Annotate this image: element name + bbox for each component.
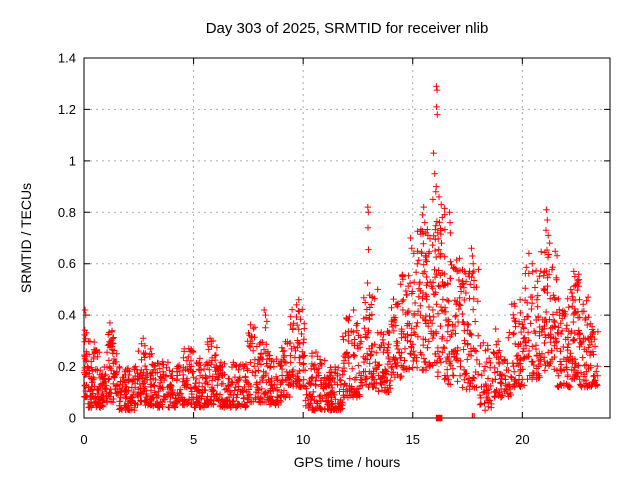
- y-tick-label: 1: [69, 153, 76, 168]
- y-tick-label: 0.8: [58, 205, 76, 220]
- y-axis-label: SRMTID / TECUs: [18, 183, 34, 293]
- x-tick-label: 15: [406, 432, 420, 447]
- chart-title: Day 303 of 2025, SRMTID for receiver nli…: [206, 20, 489, 37]
- plot-frame: [83, 57, 611, 419]
- y-tick-label: 0.4: [58, 308, 76, 323]
- y-tick-label: 1.4: [58, 51, 76, 66]
- zero-square-marker: [435, 414, 443, 422]
- x-axis-label: GPS time / hours: [294, 454, 401, 470]
- scatter-points: [80, 83, 602, 414]
- y-tick-label: 1.2: [58, 102, 76, 117]
- x-tick-label: 20: [515, 432, 529, 447]
- x-tick-label: 10: [296, 432, 310, 447]
- x-tick-label: 5: [190, 432, 197, 447]
- y-tick-label: 0.6: [58, 256, 76, 271]
- x-tick-label: 0: [80, 432, 87, 447]
- y-tick-label: 0.2: [58, 359, 76, 374]
- y-tick-label: 0: [69, 411, 76, 426]
